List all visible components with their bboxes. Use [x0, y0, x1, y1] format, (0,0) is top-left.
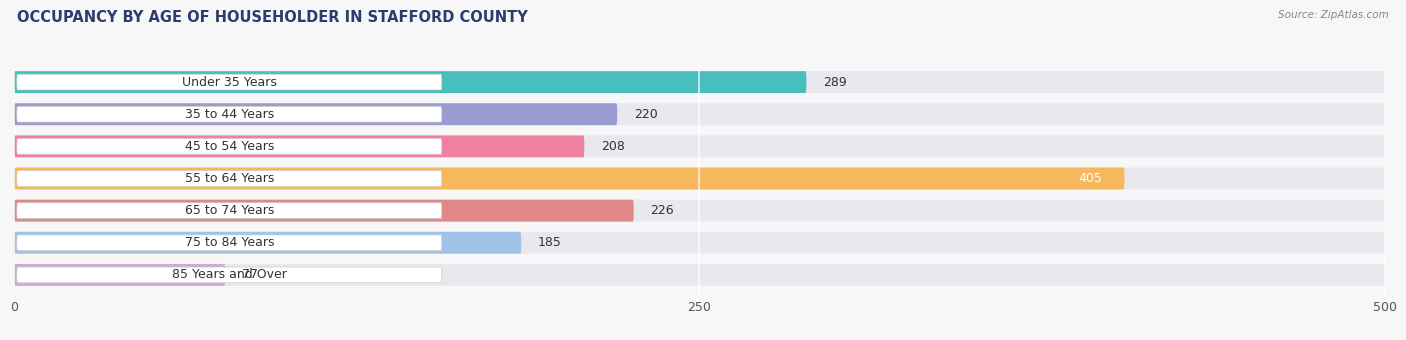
FancyBboxPatch shape: [14, 264, 1385, 286]
Text: Under 35 Years: Under 35 Years: [181, 75, 277, 89]
FancyBboxPatch shape: [14, 200, 1385, 222]
Text: Source: ZipAtlas.com: Source: ZipAtlas.com: [1278, 10, 1389, 20]
FancyBboxPatch shape: [17, 235, 441, 251]
Text: 405: 405: [1078, 172, 1102, 185]
FancyBboxPatch shape: [14, 135, 585, 157]
FancyBboxPatch shape: [17, 203, 441, 219]
Text: 55 to 64 Years: 55 to 64 Years: [184, 172, 274, 185]
Text: 77: 77: [242, 268, 257, 282]
Text: 289: 289: [823, 75, 846, 89]
Text: 208: 208: [600, 140, 624, 153]
FancyBboxPatch shape: [14, 264, 225, 286]
FancyBboxPatch shape: [14, 232, 1385, 254]
FancyBboxPatch shape: [14, 168, 1125, 189]
FancyBboxPatch shape: [17, 171, 441, 186]
FancyBboxPatch shape: [14, 200, 634, 222]
FancyBboxPatch shape: [14, 103, 617, 125]
Text: 185: 185: [537, 236, 561, 249]
Text: 85 Years and Over: 85 Years and Over: [172, 268, 287, 282]
Text: 65 to 74 Years: 65 to 74 Years: [184, 204, 274, 217]
Text: OCCUPANCY BY AGE OF HOUSEHOLDER IN STAFFORD COUNTY: OCCUPANCY BY AGE OF HOUSEHOLDER IN STAFF…: [17, 10, 527, 25]
FancyBboxPatch shape: [17, 106, 441, 122]
FancyBboxPatch shape: [14, 168, 1385, 189]
FancyBboxPatch shape: [17, 138, 441, 154]
Text: 35 to 44 Years: 35 to 44 Years: [184, 108, 274, 121]
Text: 45 to 54 Years: 45 to 54 Years: [184, 140, 274, 153]
FancyBboxPatch shape: [14, 71, 1385, 93]
Text: 220: 220: [634, 108, 658, 121]
FancyBboxPatch shape: [17, 267, 441, 283]
FancyBboxPatch shape: [14, 232, 522, 254]
FancyBboxPatch shape: [14, 103, 1385, 125]
FancyBboxPatch shape: [17, 74, 441, 90]
FancyBboxPatch shape: [14, 71, 807, 93]
Text: 75 to 84 Years: 75 to 84 Years: [184, 236, 274, 249]
Text: 226: 226: [650, 204, 673, 217]
FancyBboxPatch shape: [14, 135, 1385, 157]
